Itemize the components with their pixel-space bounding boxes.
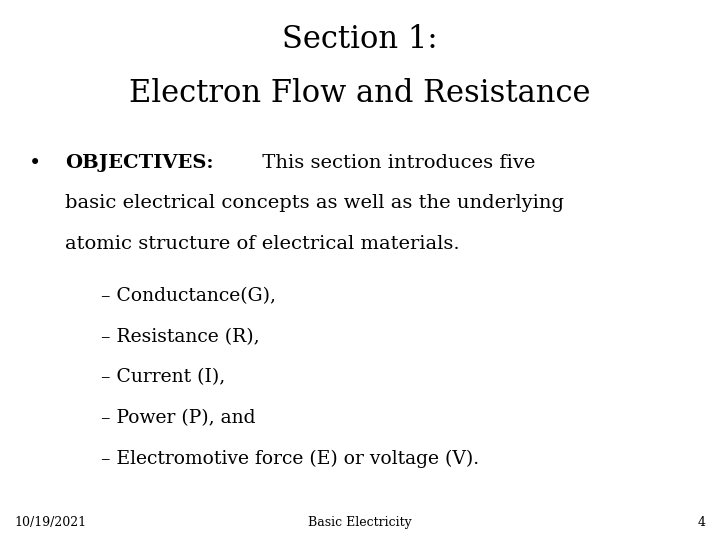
- Text: Section 1:: Section 1:: [282, 24, 438, 55]
- Text: 4: 4: [698, 516, 706, 529]
- Text: – Conductance(G),: – Conductance(G),: [101, 287, 276, 306]
- Text: This section introduces five: This section introduces five: [256, 154, 536, 172]
- Text: – Electromotive force (E) or voltage (V).: – Electromotive force (E) or voltage (V)…: [101, 449, 479, 468]
- Text: atomic structure of electrical materials.: atomic structure of electrical materials…: [65, 235, 459, 253]
- Text: •: •: [29, 154, 41, 173]
- Text: Basic Electricity: Basic Electricity: [308, 516, 412, 529]
- Text: – Resistance (R),: – Resistance (R),: [101, 328, 259, 346]
- Text: – Current (I),: – Current (I),: [101, 368, 225, 387]
- Text: 10/19/2021: 10/19/2021: [14, 516, 86, 529]
- Text: OBJECTIVES:: OBJECTIVES:: [65, 154, 213, 172]
- Text: – Power (P), and: – Power (P), and: [101, 409, 256, 427]
- Text: Electron Flow and Resistance: Electron Flow and Resistance: [130, 78, 590, 109]
- Text: basic electrical concepts as well as the underlying: basic electrical concepts as well as the…: [65, 194, 564, 212]
